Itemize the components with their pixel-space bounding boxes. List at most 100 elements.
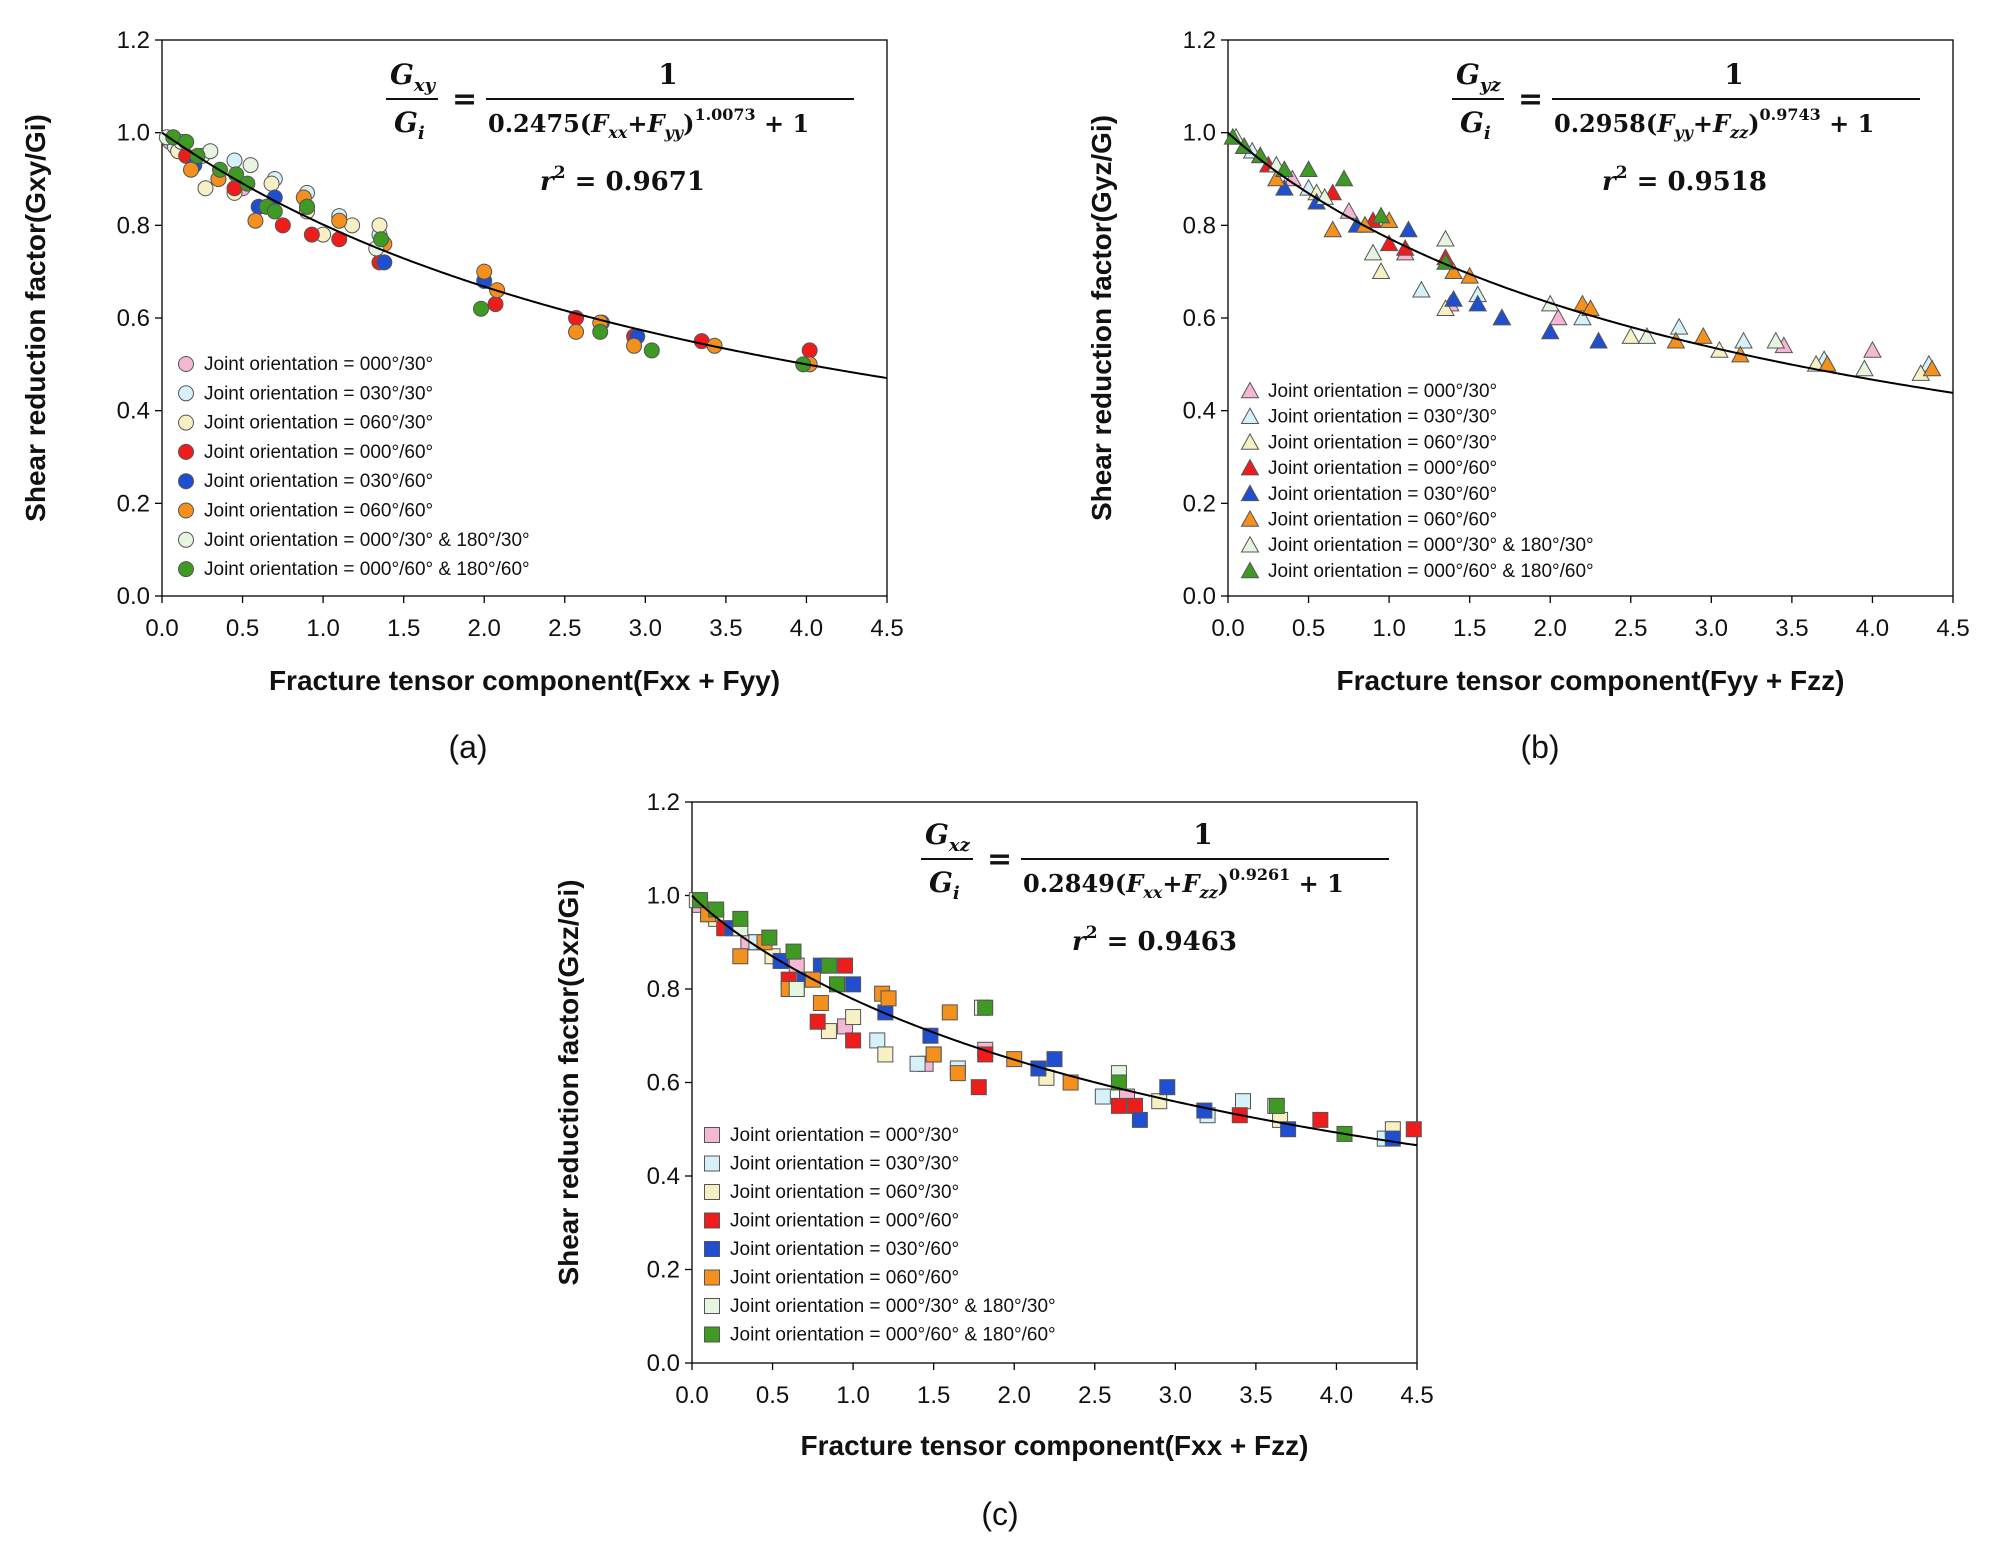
x-tick-label: 1.5 xyxy=(917,1382,950,1409)
equation-equals: = xyxy=(1518,82,1543,117)
data-point xyxy=(845,976,862,993)
legend-label: Joint orientation = 030°/30° xyxy=(204,383,433,404)
data-point xyxy=(809,1013,826,1030)
data-point xyxy=(1299,160,1318,178)
legend-label: Joint orientation = 000°/60° xyxy=(1268,458,1497,479)
legend-label: Joint orientation = 000°/60° xyxy=(204,442,433,463)
fit-equation: Gxz Gi = 1 0.2849(Fxx+Fzz)0.9261 + 1 xyxy=(921,818,1389,904)
x-tick-label: 2.5 xyxy=(1078,1382,1111,1409)
data-point xyxy=(1110,1074,1127,1091)
y-tick-label: 1.0 xyxy=(647,883,680,910)
data-point xyxy=(1371,206,1391,224)
data-point xyxy=(1110,1097,1127,1114)
x-tick-label: 1.0 xyxy=(306,615,339,642)
data-point xyxy=(266,203,283,220)
x-tick-label: 3.5 xyxy=(1775,615,1808,642)
data-point xyxy=(1379,234,1399,252)
data-point xyxy=(1312,1111,1329,1128)
legend-marker xyxy=(704,1298,720,1314)
y-tick-label: 0.2 xyxy=(1183,490,1216,517)
r-squared-value: r2 = 0.9518 xyxy=(1602,163,1767,197)
data-point xyxy=(1444,262,1463,279)
y-tick-label: 0.2 xyxy=(117,490,150,517)
data-point xyxy=(476,263,493,280)
legend-label: Joint orientation = 000°/30° & 180°/30° xyxy=(1268,535,1594,556)
legend-marker xyxy=(1240,484,1260,502)
data-point xyxy=(1863,340,1882,358)
x-tick-label: 0.0 xyxy=(1211,615,1244,642)
legend: Joint orientation = 000°/30° Joint orient… xyxy=(1240,381,1594,582)
legend-marker xyxy=(1240,381,1260,399)
legend-label: Joint orientation = 000°/60° xyxy=(730,1211,959,1232)
data-point xyxy=(371,217,388,234)
data-point xyxy=(877,1046,894,1063)
data-point xyxy=(1399,220,1418,238)
x-tick-label: 2.0 xyxy=(998,1382,1031,1409)
legend-marker xyxy=(1240,535,1260,553)
panel-label: (c) xyxy=(981,1496,1018,1532)
legend-marker xyxy=(1240,561,1260,579)
series-0 xyxy=(1234,137,1882,358)
legend-marker xyxy=(178,356,194,372)
legend-label: Joint orientation = 000°/30° xyxy=(1268,381,1497,402)
equation-lhs-numerator: Gyz xyxy=(1456,58,1501,96)
legend-marker xyxy=(178,531,194,548)
legend-label: Joint orientation = 060°/60° xyxy=(204,501,433,522)
data-point xyxy=(1806,354,1826,372)
y-tick-label: 1.2 xyxy=(117,27,150,54)
data-point xyxy=(1250,146,1270,164)
data-point xyxy=(178,133,195,150)
data-point xyxy=(732,910,749,927)
equation-equals: = xyxy=(452,82,477,117)
legend-label: Joint orientation = 000°/30° xyxy=(204,354,433,375)
equation-lhs-numerator: Gxz xyxy=(925,818,971,856)
legend-marker xyxy=(704,1212,720,1229)
data-point xyxy=(812,995,829,1012)
legend-label: Joint orientation = 030°/60° xyxy=(1268,484,1497,505)
data-point xyxy=(1669,317,1689,335)
data-point xyxy=(473,300,489,317)
series-1 xyxy=(700,906,1393,1147)
x-tick-label: 3.5 xyxy=(1239,1382,1272,1409)
data-point xyxy=(1922,359,1942,377)
x-tick-label: 4.5 xyxy=(870,615,903,642)
equation-equals: = xyxy=(987,842,1012,877)
data-point xyxy=(941,1004,958,1021)
legend-marker xyxy=(704,1155,720,1172)
data-point xyxy=(1444,289,1463,307)
data-point xyxy=(692,892,709,909)
x-tick-label: 1.0 xyxy=(836,1382,869,1409)
equation-lhs-numerator: Gxy xyxy=(390,58,437,96)
y-tick-label: 0.8 xyxy=(647,976,680,1003)
y-axis-title: Shear reduction factor(Gxy/Gi) xyxy=(20,114,51,522)
data-point xyxy=(1468,294,1488,312)
legend-marker xyxy=(1240,407,1260,424)
data-point xyxy=(1363,243,1383,261)
legend-marker xyxy=(704,1326,720,1343)
y-tick-label: 0.4 xyxy=(1183,398,1216,425)
legend-label: Joint orientation = 060°/30° xyxy=(730,1182,959,1203)
x-tick-label: 4.0 xyxy=(1856,615,1889,642)
series-2 xyxy=(1250,146,1931,381)
legend-marker xyxy=(178,414,194,431)
r-squared-value: r2 = 0.9671 xyxy=(540,163,705,197)
series-5 xyxy=(1266,169,1942,377)
chart-panel-a: 0.0 0.5 1.0 1.5 2.0 2.5 3.0 3.5 4.0 4.5 0.0 0.2 0.4 0… xyxy=(20,27,904,765)
x-tick-label: 2.5 xyxy=(548,615,581,642)
y-axis-title: Shear reduction factor(Gxz/Gi) xyxy=(553,879,584,1285)
equation-lhs-denominator: Gi xyxy=(1460,106,1491,144)
series-5 xyxy=(700,906,1079,1091)
data-point xyxy=(1405,1121,1422,1138)
legend-marker xyxy=(704,1184,720,1200)
data-point xyxy=(869,1032,886,1049)
equation-lhs-denominator: Gi xyxy=(394,106,425,144)
x-tick-label: 1.5 xyxy=(387,615,420,642)
data-point xyxy=(837,957,854,974)
data-point xyxy=(1411,280,1431,298)
x-tick-label: 3.0 xyxy=(1695,615,1728,642)
series-3 xyxy=(716,920,1422,1138)
legend: Joint orientation = 000°/30° Joint orient… xyxy=(704,1125,1056,1346)
legend-marker xyxy=(178,561,194,578)
data-point xyxy=(263,175,280,192)
y-tick-label: 0.0 xyxy=(647,1350,680,1377)
